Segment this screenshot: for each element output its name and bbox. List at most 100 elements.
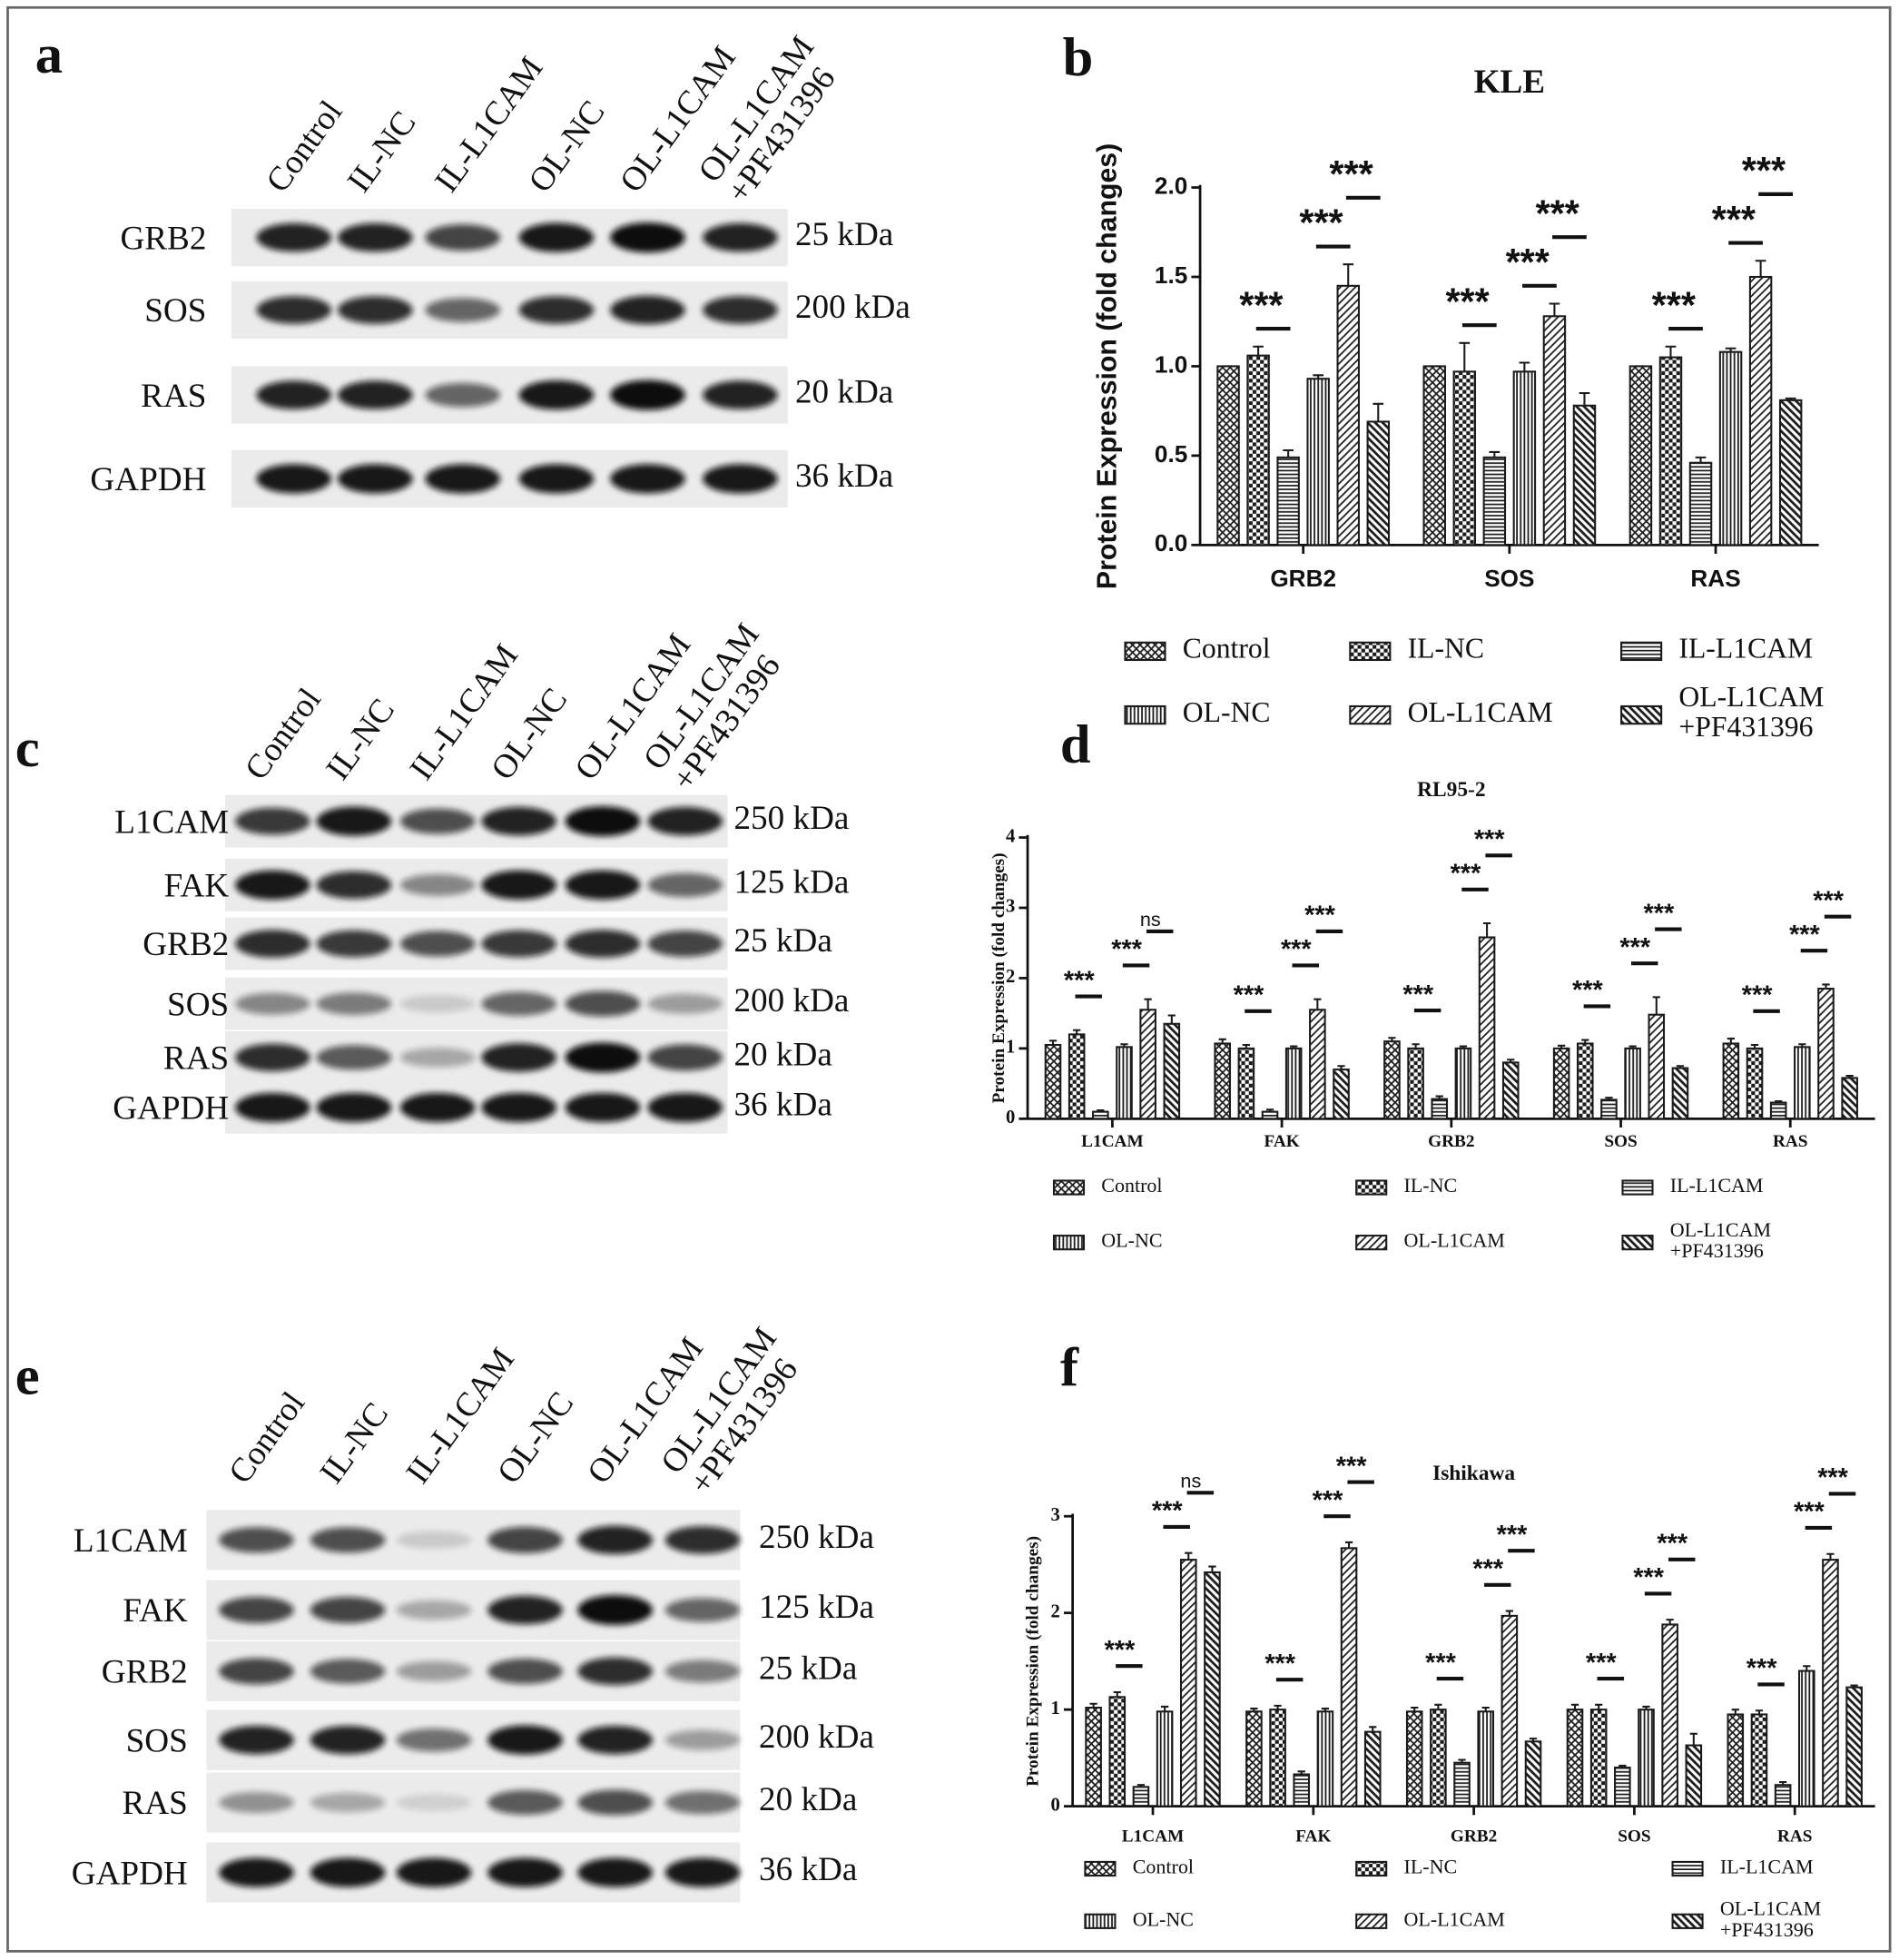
bar: [1293, 1773, 1311, 1807]
significance-label: ***: [1813, 886, 1844, 915]
legend-label: OL-L1CAM: [1404, 1907, 1505, 1930]
error-bar: [1265, 1108, 1274, 1112]
error-bar: [1314, 998, 1322, 1010]
significance-label: ***: [1313, 1486, 1343, 1515]
bar: [1524, 1740, 1542, 1807]
size-label: 36 kDa: [759, 1851, 857, 1888]
error-bar: [1665, 345, 1677, 358]
bar: [1405, 1710, 1423, 1807]
bar: [1132, 1786, 1150, 1807]
bar: [1431, 1098, 1449, 1120]
error-bar: [1218, 1038, 1226, 1044]
significance-label: ***: [1633, 1563, 1664, 1592]
error-bar: [1695, 456, 1707, 463]
bar: [1501, 1614, 1519, 1807]
bar: [1566, 1709, 1584, 1807]
size-label: 200 kDa: [733, 982, 849, 1019]
blot-band: [487, 1857, 563, 1887]
bar: [1589, 1709, 1608, 1807]
blot-band: [310, 1792, 386, 1813]
legend-swatch: [1671, 1913, 1704, 1929]
blot-band: [256, 222, 332, 252]
error-bar: [1136, 1784, 1146, 1788]
bar: [1542, 315, 1567, 547]
blot-band: [219, 1597, 294, 1623]
bar: [1085, 1706, 1102, 1807]
legend-swatch: [1052, 1235, 1086, 1251]
error-bar: [1558, 1044, 1566, 1049]
bar: [1482, 456, 1507, 547]
panel-label: b: [1063, 27, 1094, 88]
error-bar: [1435, 1095, 1443, 1099]
protein-label: RAS: [141, 378, 206, 415]
protein-label: SOS: [144, 292, 206, 330]
blot-band: [577, 1789, 653, 1816]
significance-label: ***: [1619, 933, 1650, 962]
error-bar: [1642, 1705, 1650, 1710]
blot-band: [256, 464, 332, 494]
significance-label: ***: [1497, 1521, 1528, 1550]
blot-band: [481, 806, 556, 836]
error-bar: [1803, 1665, 1811, 1671]
significance-label: ***: [1451, 860, 1481, 889]
protein-label: GRB2: [143, 926, 229, 963]
error-bar: [1337, 1065, 1345, 1070]
blot-band: [425, 464, 500, 494]
blot-band: [664, 1660, 741, 1683]
error-bar: [1411, 1706, 1419, 1712]
protein-label: SOS: [167, 986, 229, 1023]
error-bar: [1755, 1709, 1764, 1715]
bar: [1718, 350, 1743, 547]
error-bar: [1388, 1037, 1396, 1042]
significance-label: ***: [1425, 1649, 1456, 1678]
x-tick-label: RAS: [1690, 565, 1740, 592]
significance-label: ns: [1140, 908, 1161, 931]
legend-label: Control: [1101, 1174, 1162, 1197]
blot-band: [425, 382, 500, 408]
size-label: 20 kDa: [795, 374, 893, 411]
x-tick-label: RAS: [1773, 1132, 1808, 1151]
bar: [1306, 378, 1330, 547]
error-bar: [1089, 1702, 1097, 1709]
significance-label: ***: [1536, 192, 1580, 234]
legend-swatch: [1052, 1179, 1086, 1196]
blot-band: [487, 1789, 563, 1816]
significance-label: ***: [1445, 281, 1490, 322]
legend-swatch: [1621, 1235, 1654, 1251]
legend-label: IL-NC: [1404, 1174, 1458, 1197]
significance-label: ***: [1402, 980, 1433, 1010]
blot-band: [610, 464, 685, 494]
significance-label: ***: [1152, 1497, 1183, 1526]
error-bar: [1731, 1709, 1739, 1715]
size-label: 36 kDa: [733, 1086, 831, 1123]
bar: [1572, 404, 1597, 547]
blot-band: [235, 930, 310, 958]
bar: [1237, 1047, 1255, 1120]
error-bar: [1775, 1099, 1783, 1103]
y-tick-label: 2: [1006, 967, 1015, 987]
protein-label: GAPDH: [72, 1855, 188, 1892]
error-bar: [1676, 1065, 1685, 1069]
bar: [1163, 1022, 1181, 1120]
error-bar: [1185, 1551, 1193, 1561]
error-bar: [1755, 260, 1766, 277]
bar: [1778, 399, 1803, 547]
bar: [1478, 936, 1496, 1120]
chart-title: Ishikawa: [1432, 1462, 1515, 1485]
y-tick-label: 1: [1051, 1699, 1060, 1719]
error-bar: [1519, 361, 1530, 372]
bar: [1452, 370, 1477, 547]
error-bar: [1666, 1619, 1674, 1625]
significance-label: ***: [1506, 241, 1550, 283]
protein-label: L1CAM: [74, 1522, 188, 1560]
blot-band: [565, 990, 641, 1017]
y-tick-label: 2: [1051, 1601, 1060, 1621]
blot-band: [235, 1092, 310, 1123]
blot-band: [487, 1725, 563, 1755]
legend-swatch: [1124, 641, 1166, 662]
blot-band: [219, 1527, 294, 1553]
x-tick-label: SOS: [1604, 1132, 1637, 1151]
bar: [1746, 1047, 1764, 1120]
blot-band: [664, 1729, 741, 1750]
error-bar: [1369, 1726, 1377, 1732]
